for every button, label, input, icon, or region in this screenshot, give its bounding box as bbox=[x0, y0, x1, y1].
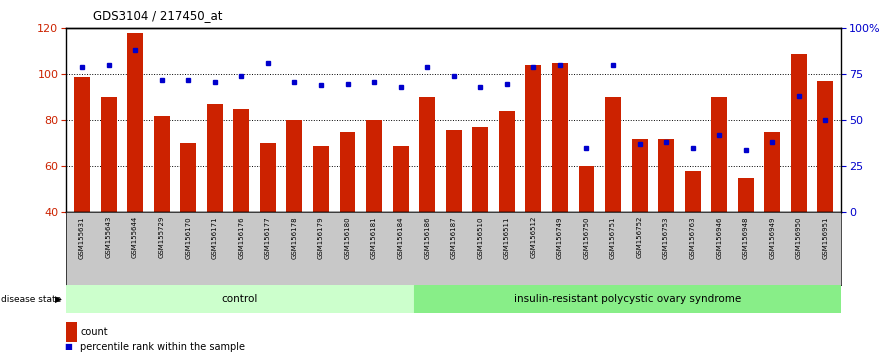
Text: GSM156950: GSM156950 bbox=[796, 216, 802, 258]
Text: GSM156511: GSM156511 bbox=[504, 216, 510, 258]
Bar bbox=[313, 146, 329, 212]
Bar bbox=[765, 132, 781, 212]
Bar bbox=[791, 53, 807, 212]
Text: GSM156181: GSM156181 bbox=[371, 216, 377, 259]
Bar bbox=[605, 97, 621, 212]
Text: count: count bbox=[80, 327, 107, 337]
Bar bbox=[74, 76, 90, 212]
Text: GSM156179: GSM156179 bbox=[318, 216, 324, 259]
Bar bbox=[525, 65, 541, 212]
Text: GSM156948: GSM156948 bbox=[743, 216, 749, 258]
Bar bbox=[286, 120, 302, 212]
Bar bbox=[419, 97, 435, 212]
Bar bbox=[127, 33, 143, 212]
Bar bbox=[153, 116, 170, 212]
Bar bbox=[181, 143, 196, 212]
Bar bbox=[207, 104, 223, 212]
Text: GSM156750: GSM156750 bbox=[583, 216, 589, 258]
Text: GSM156171: GSM156171 bbox=[211, 216, 218, 259]
Text: GSM156951: GSM156951 bbox=[823, 216, 828, 258]
Text: GSM156749: GSM156749 bbox=[557, 216, 563, 258]
Text: GSM156187: GSM156187 bbox=[451, 216, 456, 259]
Bar bbox=[579, 166, 595, 212]
Bar bbox=[100, 97, 116, 212]
Bar bbox=[233, 109, 249, 212]
Text: GSM156949: GSM156949 bbox=[769, 216, 775, 258]
Bar bbox=[658, 139, 674, 212]
Text: GSM156184: GSM156184 bbox=[397, 216, 403, 258]
Bar bbox=[632, 139, 648, 212]
Text: control: control bbox=[222, 294, 258, 304]
Bar bbox=[711, 97, 727, 212]
Text: GSM156763: GSM156763 bbox=[690, 216, 696, 259]
Text: ■: ■ bbox=[64, 342, 71, 352]
Text: GSM156186: GSM156186 bbox=[424, 216, 430, 259]
Bar bbox=[737, 178, 754, 212]
Bar bbox=[499, 111, 515, 212]
Text: percentile rank within the sample: percentile rank within the sample bbox=[80, 342, 245, 352]
Text: GSM156753: GSM156753 bbox=[663, 216, 670, 258]
Text: GSM156178: GSM156178 bbox=[292, 216, 298, 259]
Text: insulin-resistant polycystic ovary syndrome: insulin-resistant polycystic ovary syndr… bbox=[514, 294, 741, 304]
Text: GSM155729: GSM155729 bbox=[159, 216, 165, 258]
Text: GSM155643: GSM155643 bbox=[106, 216, 112, 258]
Text: GSM156180: GSM156180 bbox=[344, 216, 351, 259]
Text: GSM155631: GSM155631 bbox=[79, 216, 85, 258]
Text: GSM156176: GSM156176 bbox=[238, 216, 244, 259]
Bar bbox=[66, 285, 413, 313]
Bar bbox=[413, 285, 841, 313]
Bar bbox=[472, 127, 488, 212]
Text: disease state: disease state bbox=[1, 295, 61, 304]
Text: GSM156751: GSM156751 bbox=[610, 216, 616, 258]
Bar bbox=[339, 132, 355, 212]
Bar bbox=[366, 120, 382, 212]
Text: GSM156177: GSM156177 bbox=[265, 216, 270, 259]
Bar bbox=[685, 171, 700, 212]
Text: GSM156752: GSM156752 bbox=[637, 216, 642, 258]
Text: GDS3104 / 217450_at: GDS3104 / 217450_at bbox=[93, 9, 222, 22]
Text: ▶: ▶ bbox=[55, 295, 62, 304]
Bar bbox=[393, 146, 409, 212]
Text: GSM155644: GSM155644 bbox=[132, 216, 138, 258]
Bar bbox=[260, 143, 276, 212]
Text: GSM156512: GSM156512 bbox=[530, 216, 537, 258]
Bar bbox=[818, 81, 833, 212]
Text: GSM156170: GSM156170 bbox=[185, 216, 191, 259]
Text: GSM156946: GSM156946 bbox=[716, 216, 722, 258]
Bar bbox=[446, 130, 462, 212]
Bar bbox=[552, 63, 568, 212]
Text: GSM156510: GSM156510 bbox=[478, 216, 484, 258]
